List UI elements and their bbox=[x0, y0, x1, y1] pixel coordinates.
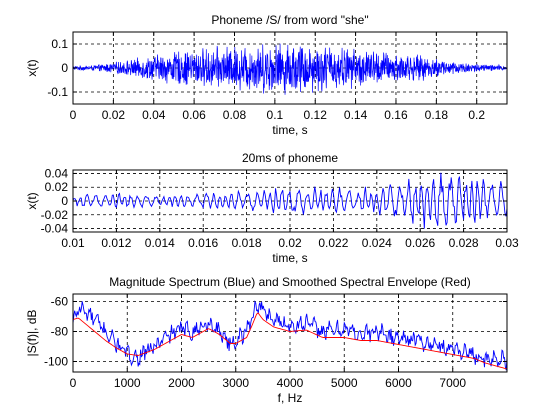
x-tick-label: 0.014 bbox=[145, 236, 175, 250]
y-tick-label: 0.04 bbox=[45, 166, 69, 180]
tick-marks: 0 1000 2000 3000 4000 5000 6000 7000 -100 -80 -60 bbox=[44, 294, 507, 390]
x-tick-label: 0.024 bbox=[362, 236, 392, 250]
chart-title: Magnitude Spectrum (Blue) and Smoothed S… bbox=[109, 275, 471, 289]
x-tick-label: 0.12 bbox=[304, 108, 328, 122]
series-line-red bbox=[73, 312, 507, 370]
series-line-blue bbox=[73, 43, 507, 95]
plot-series bbox=[73, 300, 507, 371]
x-tick-label: 5000 bbox=[331, 376, 358, 390]
y-tick-label: 0.02 bbox=[45, 180, 69, 194]
chart-title: Phoneme /S/ from word "she" bbox=[211, 13, 368, 27]
x-tick-label: 1000 bbox=[114, 376, 141, 390]
x-tick-label: 0.03 bbox=[495, 236, 519, 250]
y-tick-label: 0.1 bbox=[51, 37, 68, 51]
x-tick-label: 0.16 bbox=[384, 108, 408, 122]
y-tick-label: -0.04 bbox=[41, 222, 69, 236]
x-tick-label: 0.08 bbox=[223, 108, 247, 122]
x-tick-label: 0.06 bbox=[182, 108, 206, 122]
x-tick-label: 0.018 bbox=[232, 236, 262, 250]
y-axis-label: x(t) bbox=[25, 192, 39, 209]
tick-marks: 0.01 0.012 0.014 0.016 0.018 0.02 0.022 0.024 0.… bbox=[41, 166, 519, 250]
x-tick-label: 0 bbox=[70, 376, 77, 390]
x-tick-label: 7000 bbox=[439, 376, 466, 390]
tick-marks: 0 0.02 0.04 0.06 0.08 0.1 0.12 0.14 0.16 0.18 0.2 -… bbox=[47, 32, 507, 122]
x-tick-label: 0.04 bbox=[142, 108, 166, 122]
series-line-blue bbox=[73, 172, 507, 229]
x-tick-label: 4000 bbox=[277, 376, 304, 390]
waveform-20ms-panel: 0.01 0.012 0.014 0.016 0.018 0.02 0.022 0.024 0.… bbox=[25, 151, 519, 265]
x-axis-label: f, Hz bbox=[278, 391, 303, 405]
y-tick-label: -0.1 bbox=[47, 85, 68, 99]
x-tick-label: 0.022 bbox=[318, 236, 348, 250]
x-tick-label: 3000 bbox=[222, 376, 249, 390]
x-tick-label: 0.02 bbox=[102, 108, 126, 122]
x-tick-label: 0 bbox=[70, 108, 77, 122]
plot-series bbox=[73, 172, 507, 229]
x-axis-label: time, s bbox=[272, 123, 307, 137]
y-tick-label: -60 bbox=[51, 295, 69, 309]
y-tick-label: 0 bbox=[61, 61, 68, 75]
x-tick-label: 2000 bbox=[168, 376, 195, 390]
x-tick-label: 0.026 bbox=[405, 236, 435, 250]
spectrum-panel: 0 1000 2000 3000 4000 5000 6000 7000-100-80-60 … bbox=[25, 275, 508, 405]
y-tick-label: -80 bbox=[51, 325, 69, 339]
x-axis-label: time, s bbox=[272, 251, 307, 265]
x-tick-label: 0.1 bbox=[267, 108, 284, 122]
y-axis-label: x(t) bbox=[25, 59, 39, 76]
x-tick-label: 0.18 bbox=[425, 108, 449, 122]
x-tick-label: 0.012 bbox=[101, 236, 131, 250]
x-tick-label: 0.028 bbox=[449, 236, 479, 250]
y-tick-label: -100 bbox=[44, 355, 68, 369]
y-tick-label: -0.02 bbox=[41, 208, 69, 222]
y-axis-label: |S(f)|, dB bbox=[25, 310, 39, 357]
x-tick-label: 0.016 bbox=[188, 236, 218, 250]
x-tick-label: 0.2 bbox=[468, 108, 485, 122]
plot-series bbox=[73, 43, 507, 95]
y-tick-label: 0 bbox=[61, 194, 68, 208]
x-tick-label: 0.14 bbox=[344, 108, 368, 122]
x-tick-label: 0.01 bbox=[61, 236, 85, 250]
x-tick-label: 0.02 bbox=[278, 236, 302, 250]
x-tick-label: 6000 bbox=[385, 376, 412, 390]
waveform-full-panel: 0 0.02 0.04 0.06 0.08 0.1 0.12 0.14 0.16 0.18 0.2 -… bbox=[25, 13, 508, 137]
chart-title: 20ms of phoneme bbox=[242, 151, 338, 165]
